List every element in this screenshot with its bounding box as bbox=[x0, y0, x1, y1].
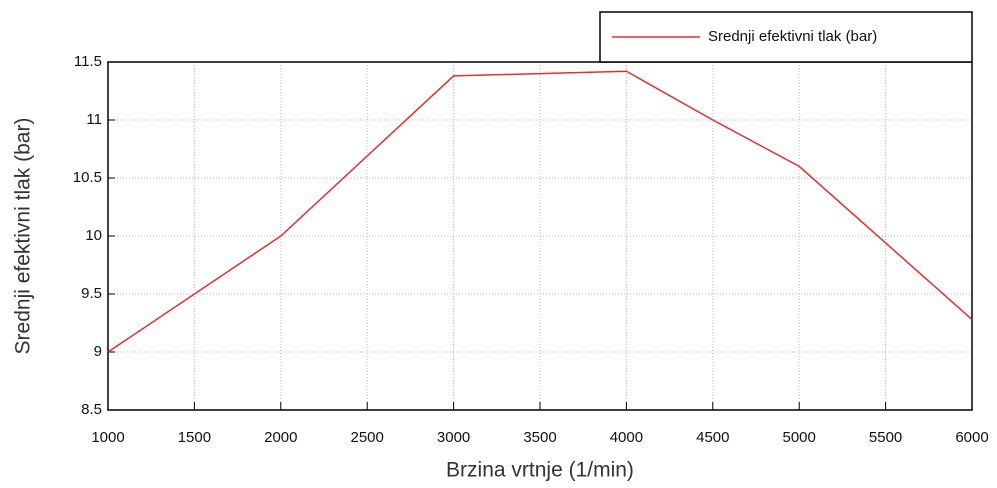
y-tick-label: 10 bbox=[85, 227, 102, 244]
y-tick-label: 11.5 bbox=[74, 53, 102, 70]
y-tick-label: 9.5 bbox=[81, 285, 102, 302]
line bbox=[107, 70, 973, 353]
x-tick-label: 3500 bbox=[523, 429, 556, 446]
x-tick-label: 5000 bbox=[783, 429, 816, 446]
y-tick-label: 10.5 bbox=[73, 169, 102, 186]
x-tick-label: 4500 bbox=[696, 429, 729, 446]
x-tick-label: 5500 bbox=[869, 429, 902, 446]
x-tick-label: 6000 bbox=[955, 429, 988, 446]
y-tick-label: 11 bbox=[86, 111, 102, 128]
x-tick-label: 1500 bbox=[178, 429, 211, 446]
y-tick-label: 9 bbox=[94, 343, 102, 360]
x-tick-label: 4000 bbox=[610, 429, 643, 446]
x-tick-label: 3000 bbox=[437, 429, 470, 446]
x-tick-label: 1000 bbox=[91, 429, 124, 446]
plot-frame bbox=[107, 61, 973, 411]
y-axis-title: Srednji efektivni tlak (bar) bbox=[12, 118, 35, 355]
x-axis-title: Brzina vrtnje (1/min) bbox=[446, 459, 634, 482]
x-tick-label: 2000 bbox=[264, 429, 297, 446]
legend-box bbox=[599, 11, 973, 63]
legend-label: Srednji efektivni tlak (bar) bbox=[708, 28, 877, 45]
y-tick-label: 8.5 bbox=[81, 401, 102, 418]
x-tick-label: 2500 bbox=[351, 429, 384, 446]
